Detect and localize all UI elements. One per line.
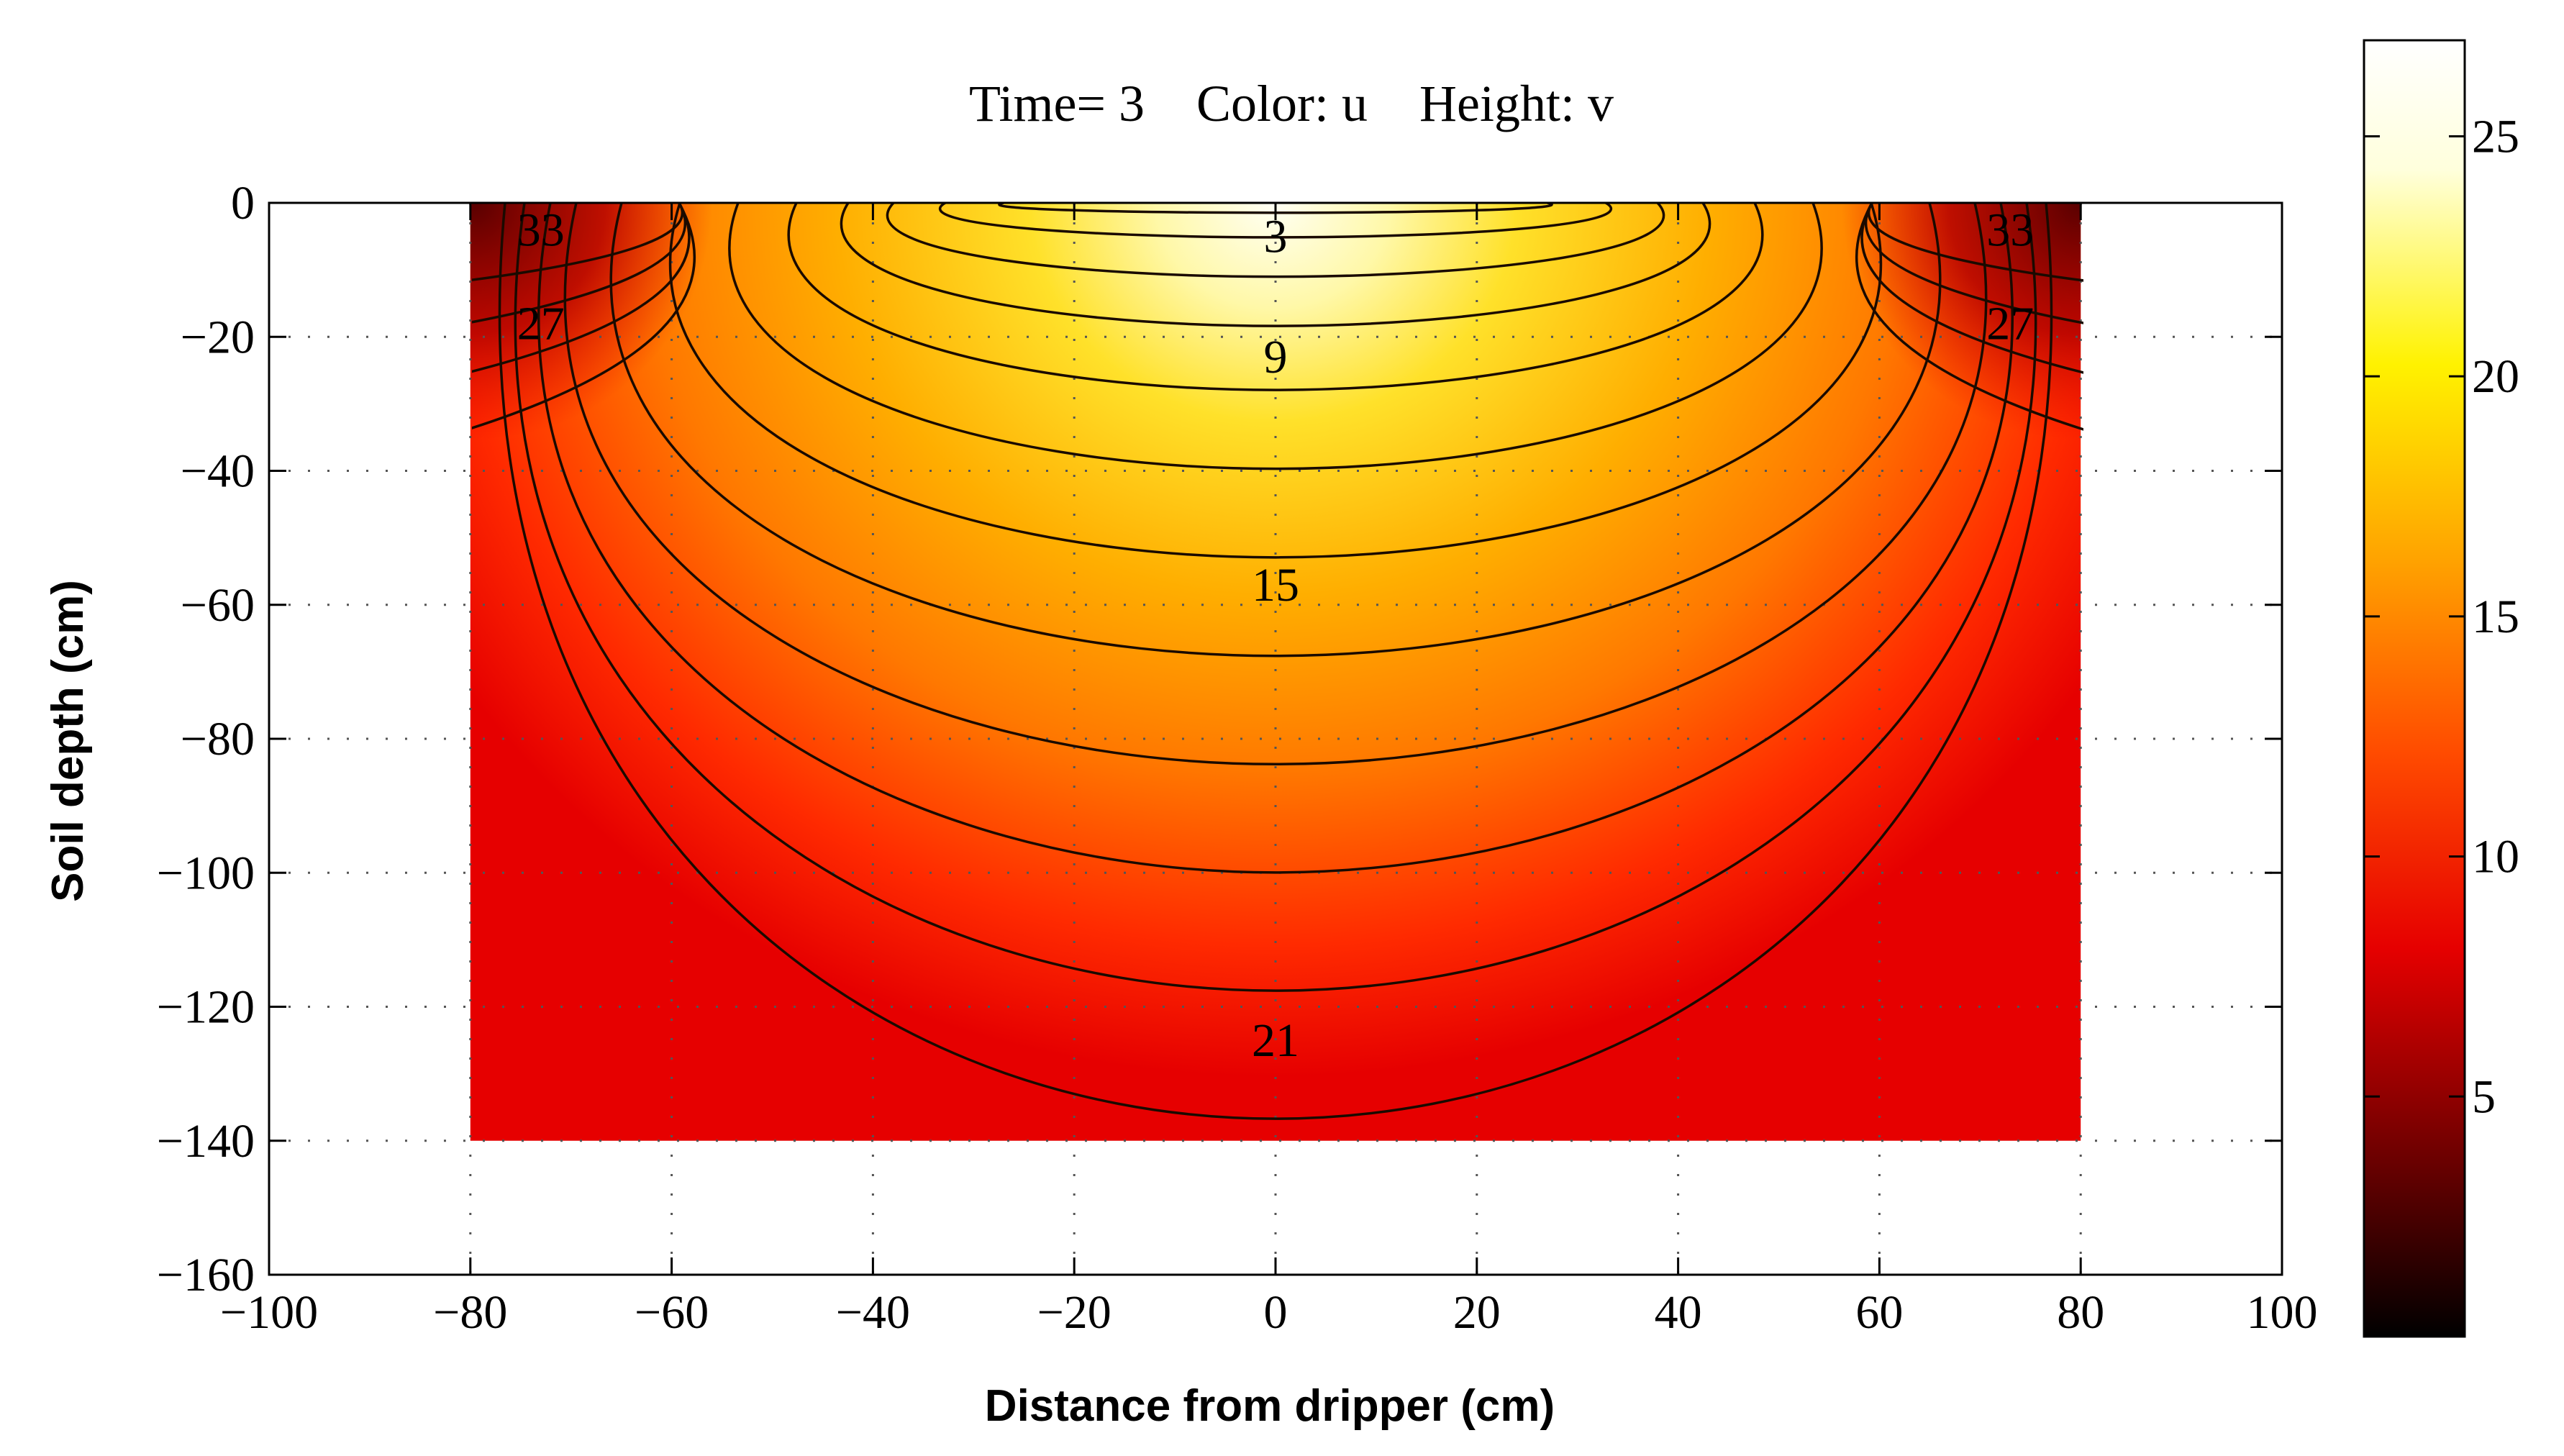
colorbar-tick-label: 15 (2472, 591, 2519, 643)
x-tick-label: 20 (1453, 1286, 1501, 1339)
contour-line (1860, 203, 2083, 374)
contour-line (514, 203, 2037, 992)
y-tick-label: −80 (181, 713, 255, 765)
x-tick-label: −60 (635, 1286, 709, 1339)
x-tick-label: −20 (1037, 1286, 1111, 1339)
contour-line (668, 203, 1883, 559)
chart-title: Time= 3 Color: u Height: v (969, 75, 1614, 132)
colorbar-tick-label: 20 (2472, 350, 2519, 403)
colorbar (2363, 39, 2466, 1338)
x-tick-label: −40 (836, 1286, 910, 1339)
y-tick-label: −20 (181, 311, 255, 363)
contour-layer (472, 203, 2083, 1120)
contour-line (1855, 203, 2083, 431)
x-tick-label: 0 (1264, 1286, 1288, 1339)
contour-line (787, 203, 1764, 391)
contour-label: 9 (1264, 331, 1288, 383)
contour-line (472, 203, 687, 324)
contour-label: 21 (1252, 1014, 1299, 1067)
contour-label: 33 (1986, 204, 2034, 256)
contour-line (1864, 203, 2083, 324)
contour-line (472, 203, 696, 429)
contour-label: 27 (1986, 298, 2034, 350)
contour-line (472, 203, 684, 281)
x-axis-label: Distance from dripper (cm) (985, 1381, 1555, 1431)
x-tick-label: 80 (2057, 1286, 2104, 1339)
contour-line (1867, 203, 2083, 282)
x-tick-label: 100 (2247, 1286, 2318, 1339)
y-tick-label: −60 (181, 579, 255, 632)
y-tick-label: 0 (231, 177, 255, 229)
contour-line (886, 203, 1665, 278)
contour-label: 33 (517, 204, 565, 256)
contour-label: 27 (517, 298, 565, 350)
x-tick-label: −80 (433, 1286, 507, 1339)
colorbar-tick-label: 5 (2472, 1070, 2496, 1123)
contour-line (472, 203, 691, 373)
x-tick-label: 40 (1655, 1286, 1702, 1339)
y-tick-label: −160 (157, 1249, 255, 1301)
contour-line (537, 203, 2014, 874)
colorbar-tick-layer: 5 10 15 20 25 (2364, 110, 2519, 1123)
colorbar-tick-label: 25 (2472, 110, 2519, 163)
x-tick-label: −100 (220, 1286, 318, 1339)
tick-layer: −100 −80 −60 −40 −20 0 20 40 60 80 100 0 −20 −40 −60 −8… (157, 177, 2318, 1339)
contour-label: 15 (1252, 559, 1299, 611)
contour-line (563, 203, 1988, 766)
y-axis-label: Soil depth (cm) (43, 580, 93, 902)
y-tick-label: −100 (157, 847, 255, 899)
contour-line (609, 203, 1942, 658)
contour-line (840, 203, 1711, 327)
y-tick-label: −140 (157, 1115, 255, 1168)
contour-line (728, 203, 1823, 470)
y-tick-label: −40 (181, 445, 255, 498)
y-tick-label: −120 (157, 981, 255, 1034)
contour-line (498, 203, 2053, 1120)
contour-line (938, 203, 1613, 239)
x-tick-label: 60 (1855, 1286, 1903, 1339)
colorbar-tick-label: 10 (2472, 831, 2519, 883)
